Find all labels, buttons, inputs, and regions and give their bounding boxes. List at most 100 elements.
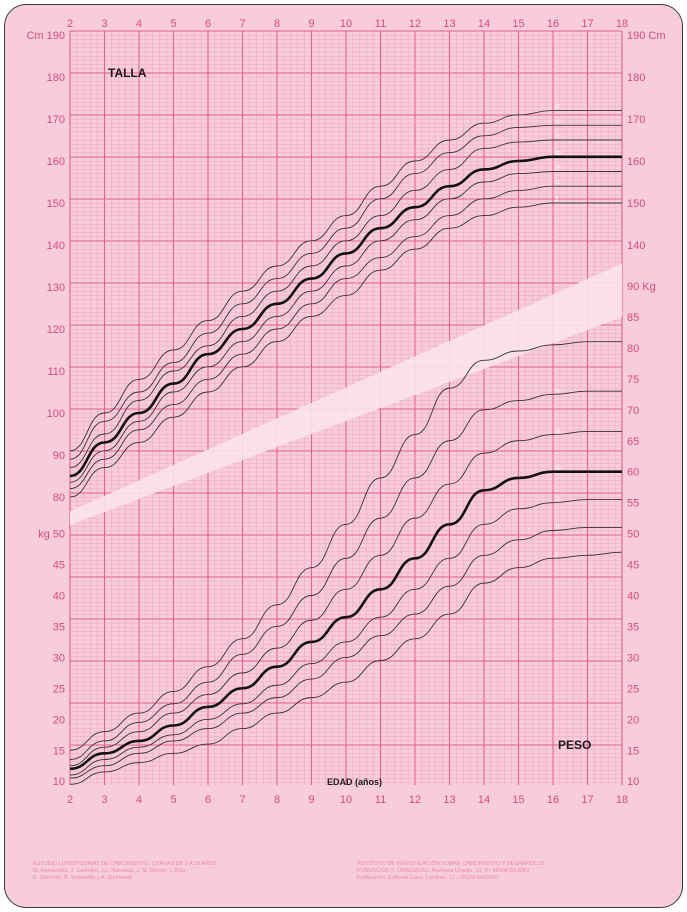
- peso-percentile-label: 90: [555, 388, 561, 394]
- x-tick-label-top: 18: [616, 18, 628, 30]
- peso-y-tick-left: 10: [53, 776, 65, 788]
- peso-p50-line: [69, 470, 622, 771]
- peso-percentile-label: 3: [555, 552, 558, 558]
- talla-title: TALLA: [108, 66, 147, 80]
- peso-percentile-label: 97: [555, 339, 561, 345]
- talla-y-tick-right: 180: [627, 72, 645, 84]
- talla-y-tick-left: 130: [47, 282, 65, 294]
- x-tick-label-bottom: 11: [375, 794, 386, 806]
- x-tick-label-bottom: 18: [616, 794, 628, 806]
- peso-y-tick-right: 90 Kg: [627, 281, 656, 293]
- x-tick-label-top: 14: [478, 18, 490, 30]
- talla-p25-line: [69, 171, 622, 483]
- chart-separator-band: [70, 263, 622, 526]
- x-tick-label-top: 15: [512, 18, 524, 30]
- x-tick-label-top: 5: [170, 18, 176, 30]
- peso-y-tick-right: 80: [627, 343, 639, 355]
- x-tick-label-bottom: 14: [478, 794, 490, 806]
- footer-right-line: Publicación: Editorial Garsi. Londres, 1…: [357, 875, 499, 881]
- peso-percentile-label: 75: [555, 429, 561, 435]
- x-tick-label-bottom: 4: [136, 794, 142, 806]
- x-tick-label-bottom: 6: [205, 794, 211, 806]
- x-tick-label-top: 13: [443, 18, 455, 30]
- x-tick-label-top: 17: [581, 18, 593, 30]
- peso-y-tick-right: 85: [627, 312, 639, 324]
- x-tick-label-bottom: 9: [308, 794, 314, 806]
- x-tick-label-top: 7: [239, 18, 245, 30]
- x-tick-label-top: 16: [547, 18, 559, 30]
- peso-p25-line: [69, 499, 622, 776]
- talla-y-tick-right: 140: [627, 240, 645, 252]
- peso-y-tick-right: 35: [627, 621, 639, 633]
- x-tick-label-bottom: 3: [101, 794, 107, 806]
- talla-p3-line: [69, 202, 622, 498]
- peso-p97-line: [69, 341, 622, 751]
- peso-y-tick-right: 65: [627, 436, 639, 448]
- talla-p10-line: [69, 185, 622, 490]
- talla-y-tick-left: 150: [47, 198, 65, 210]
- x-tick-label-bottom: 15: [512, 794, 524, 806]
- peso-percentile-label: 25: [555, 497, 561, 503]
- footer-left-line: ESTUDIO LONGITUDINAL DE CRECIMIENTO. CUR…: [33, 861, 217, 867]
- peso-title: PESO: [558, 738, 591, 752]
- peso-y-tick-left: 20: [53, 714, 65, 726]
- talla-y-tick-right: 190 Cm: [627, 30, 666, 42]
- peso-y-tick-left: 40: [53, 591, 65, 603]
- peso-y-tick-left: 35: [53, 621, 65, 633]
- talla-y-tick-left: Cm 190: [26, 30, 65, 42]
- peso-percentile-label: 50: [555, 466, 561, 472]
- peso-y-tick-right: 75: [627, 374, 639, 386]
- x-axis-label: EDAD (años): [327, 777, 382, 787]
- talla-percentile-label: 75: [555, 134, 561, 140]
- peso-y-tick-left: 30: [53, 652, 65, 664]
- chart-grid: [69, 30, 623, 785]
- x-tick-label-bottom: 16: [547, 794, 559, 806]
- peso-y-tick-right: 25: [627, 683, 639, 695]
- talla-y-tick-left: 100: [47, 408, 65, 420]
- talla-y-tick-left: 170: [47, 114, 65, 126]
- x-tick-label-bottom: 12: [409, 794, 421, 806]
- peso-y-tick-right: 10: [627, 776, 639, 788]
- x-tick-label-top: 2: [67, 18, 73, 30]
- x-tick-label-top: 12: [409, 18, 421, 30]
- talla-percentile-label: 50: [555, 151, 561, 157]
- talla-p50-line: [69, 155, 622, 478]
- peso-y-tick-right: 30: [627, 652, 639, 664]
- x-tick-label-bottom: 2: [67, 794, 73, 806]
- talla-percentile-label: 97: [555, 105, 561, 111]
- footer-credits-right: INSTITUTO DE INVESTIGACIÓN SOBRE CRECIMI…: [357, 861, 545, 882]
- talla-y-tick-right: 150: [627, 198, 645, 210]
- x-tick-label-bottom: 13: [443, 794, 455, 806]
- peso-y-tick-right: 15: [627, 745, 639, 757]
- footer-credits-left: ESTUDIO LONGITUDINAL DE CRECIMIENTO. CUR…: [33, 861, 217, 882]
- talla-y-tick-left: 160: [47, 156, 65, 168]
- talla-percentile-label: 10: [555, 180, 561, 186]
- x-tick-label-bottom: 7: [239, 794, 245, 806]
- peso-y-tick-right: 70: [627, 405, 639, 417]
- x-tick-label-bottom: 8: [274, 794, 280, 806]
- talla-p97-line: [69, 110, 622, 452]
- percentile-curves: [69, 110, 623, 785]
- peso-p90-line: [69, 390, 622, 760]
- peso-y-tick-right: 45: [627, 560, 639, 572]
- talla-p75-line: [69, 139, 622, 469]
- footer-right-line: FUNDACIÓN F. ORBEGOZO. Alameda Urquijo, …: [357, 868, 530, 874]
- footer-right-line: INSTITUTO DE INVESTIGACIÓN SOBRE CRECIMI…: [357, 861, 545, 867]
- x-tick-label-top: 9: [308, 18, 314, 30]
- peso-y-tick-left: 15: [53, 745, 65, 757]
- x-tick-label-bottom: 17: [581, 794, 593, 806]
- talla-y-tick-left: 80: [53, 492, 65, 504]
- peso-y-tick-right: 50: [627, 529, 639, 541]
- talla-p90-line: [69, 124, 622, 460]
- talla-y-tick-right: 170: [627, 114, 645, 126]
- peso-y-tick-right: 60: [627, 467, 639, 479]
- peso-p10-line: [69, 526, 622, 779]
- x-tick-label-top: 6: [205, 18, 211, 30]
- peso-y-tick-right: 40: [627, 591, 639, 603]
- x-tick-label-top: 11: [375, 18, 386, 30]
- peso-y-tick-left: kg 50: [38, 529, 65, 541]
- x-tick-label-bottom: 10: [340, 794, 352, 806]
- x-tick-label-bottom: 5: [170, 794, 176, 806]
